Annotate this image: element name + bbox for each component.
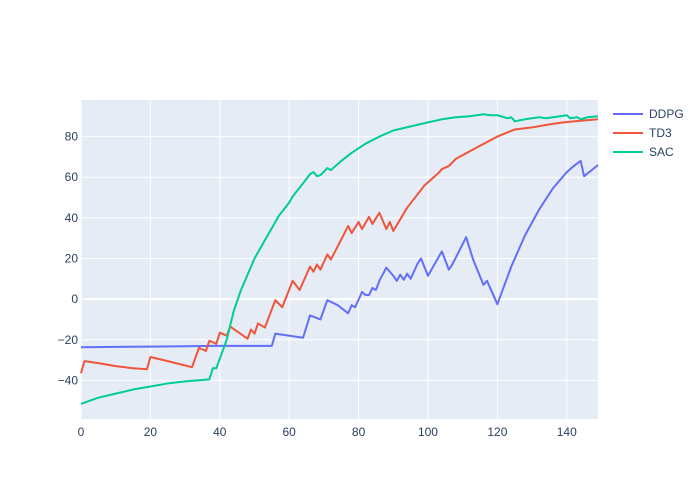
series-line-ddpg	[80, 159, 599, 349]
legend-item-sac[interactable]: SAC	[613, 145, 674, 159]
x-tick-label: 140	[557, 425, 577, 439]
x-tick-label: 0	[78, 425, 85, 439]
x-tick-label: 80	[352, 425, 366, 439]
x-tick-label: 120	[487, 425, 507, 439]
y-tick-label: 20	[65, 251, 79, 265]
y-tick-label: 0	[71, 292, 78, 306]
series-line-sac	[80, 113, 599, 405]
y-tick-label: 80	[65, 130, 79, 144]
axis-tick-labels: 0 20 40 60 80 100 120 140 −40 −20 0 20 40 60 80	[58, 130, 577, 439]
legend-label: DDPG	[649, 107, 684, 121]
series-line-td3	[80, 118, 599, 374]
x-tick-label: 20	[144, 425, 158, 439]
y-tick-label: −20	[58, 333, 79, 347]
legend-label: SAC	[649, 145, 674, 159]
series-lines	[80, 113, 599, 405]
legend[interactable]: DDPG TD3 SAC	[613, 107, 684, 159]
legend-item-td3[interactable]: TD3	[613, 126, 672, 140]
grid-lines	[80, 100, 598, 419]
y-tick-label: 40	[65, 211, 79, 225]
legend-item-ddpg[interactable]: DDPG	[613, 107, 684, 121]
x-tick-label: 100	[418, 425, 438, 439]
plot-area	[81, 100, 598, 419]
y-tick-label: −40	[58, 373, 79, 387]
x-tick-label: 40	[213, 425, 227, 439]
x-tick-label: 60	[283, 425, 297, 439]
legend-label: TD3	[649, 126, 672, 140]
y-tick-label: 60	[65, 170, 79, 184]
